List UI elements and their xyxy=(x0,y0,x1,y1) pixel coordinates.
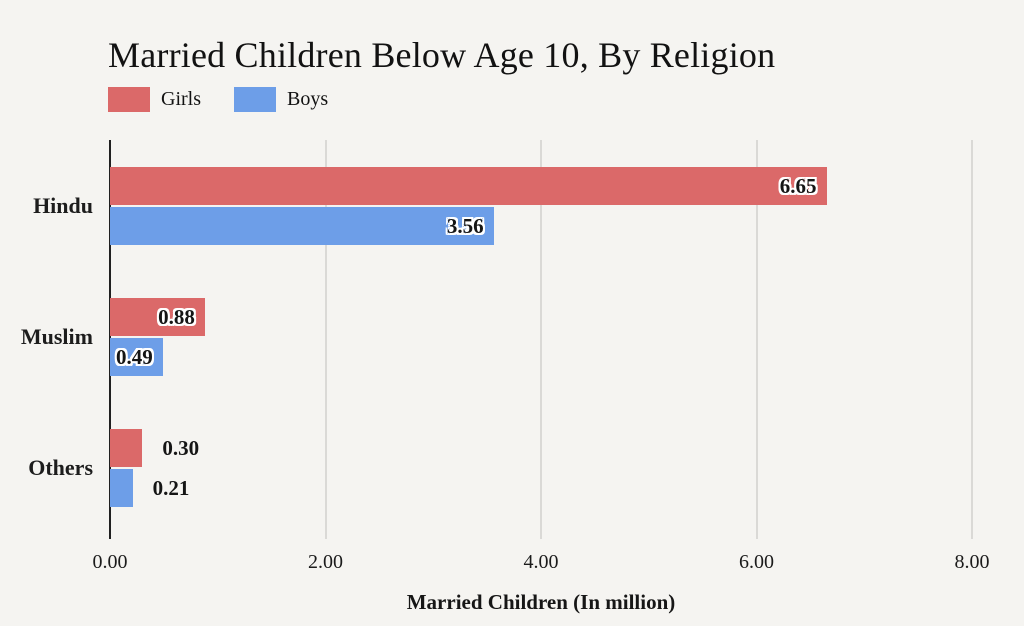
bar-hindu-boys xyxy=(110,207,494,245)
bar-others-boys xyxy=(110,469,133,507)
x-tick-label-0.00: 0.00 xyxy=(92,551,128,573)
category-label-hindu: Hindu xyxy=(33,193,93,218)
value-label-muslim-boys: 0.49 xyxy=(116,345,153,369)
legend-label: Boys xyxy=(287,88,329,110)
value-label-others-girls: 0.30 xyxy=(162,436,200,460)
legend-swatch-boys xyxy=(234,87,276,112)
x-tick-label-8.00: 8.00 xyxy=(954,551,990,573)
bar-muslim-boys xyxy=(110,338,163,376)
bar-hindu-girls xyxy=(110,167,827,205)
legend-item-boys: Boys xyxy=(234,87,328,112)
legend: Girls Boys xyxy=(108,87,361,112)
x-tick-label-4.00: 4.00 xyxy=(523,551,559,573)
x-axis-title: Married Children (In million) xyxy=(406,590,676,614)
x-tick-label-6.00: 6.00 xyxy=(739,551,774,573)
gridline-6 xyxy=(755,140,758,539)
value-label-others-boys: 0.21 xyxy=(152,476,190,500)
x-tick-label-2.00: 2.00 xyxy=(308,551,343,573)
value-label-hindu-girls: 6.65 xyxy=(779,174,817,198)
legend-label: Girls xyxy=(161,88,201,110)
value-label-muslim-girls: 0.88 xyxy=(158,305,195,329)
gridline-2 xyxy=(324,140,327,539)
bar-muslim-girls xyxy=(110,298,205,336)
bar-others-girls xyxy=(110,429,143,467)
gridline-4 xyxy=(540,140,542,539)
category-label-muslim: Muslim xyxy=(20,324,93,349)
value-label-hindu-boys: 3.56 xyxy=(446,214,484,238)
plot-area: Hindu 6.65 3.56 Muslim 0.88 0.49 Others 0.30 0.2… xyxy=(21,140,973,539)
category-label-others: Others xyxy=(28,455,93,480)
chart-title: Married Children Below Age 10, By Religi… xyxy=(108,35,776,75)
legend-swatch-girls xyxy=(108,87,150,112)
gridline-8 xyxy=(971,140,973,539)
legend-item-girls: Girls xyxy=(108,87,201,112)
